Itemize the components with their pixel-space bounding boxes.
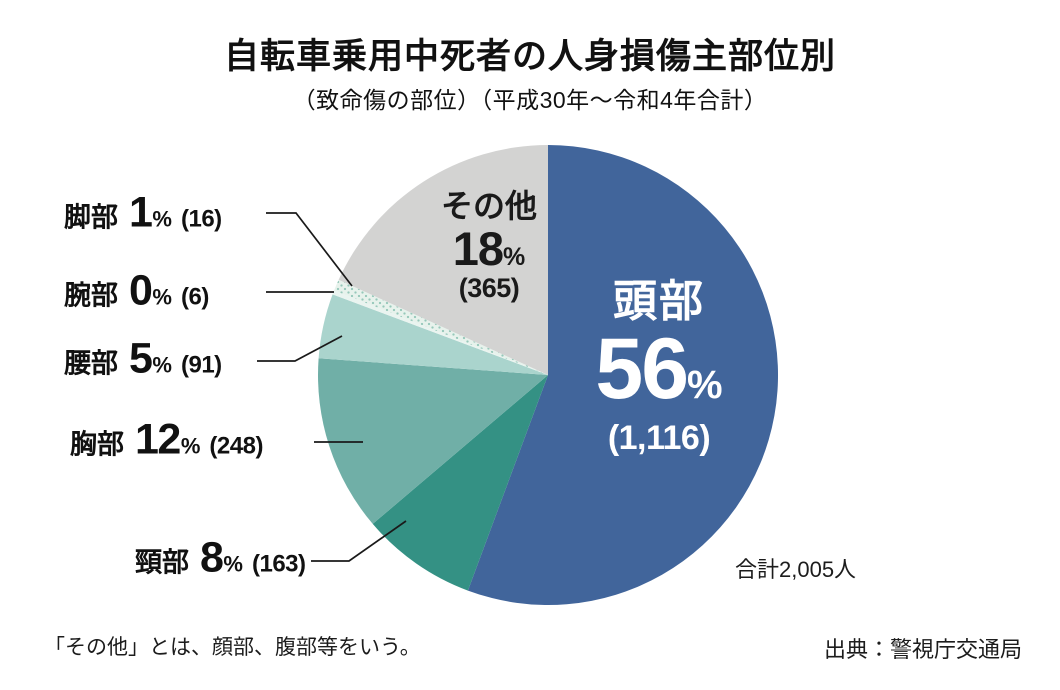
pie-label-head-count: (1,116) [607,419,711,458]
percent-sign: % [223,551,243,577]
leader-line-waist [257,335,343,362]
callout-arms-count: (6) [180,283,209,311]
percent-sign: % [152,284,172,310]
percent-sign: % [152,206,172,232]
callout-legs-percent: 1 [129,188,153,237]
total-label: 合計2,005人 [735,557,857,582]
pie-slice-1 [372,375,548,591]
pie-slice-4 [332,290,548,375]
pie-label-other-name: その他 [440,188,538,224]
callout-waist-count: (91) [180,351,222,379]
callout-chest: 胸部 12 % (248) [70,415,263,464]
callout-neck-percent: 8 [200,533,224,582]
percent-sign: % [180,433,201,459]
pie-slice-6 [338,145,548,375]
pie-label-other-count: (365) [458,272,520,303]
pie-slice-5 [334,279,548,375]
callout-chest-label: 胸部 [70,429,124,460]
pie-label-head-percent: 56% [595,321,723,418]
pie-label-other: その他 18% (365) [440,188,538,303]
callout-legs: 脚部 1 % (16) [64,188,222,237]
callout-chest-count: (248) [209,432,263,460]
pie-label-head-name: 頭部 [613,277,705,326]
callout-waist-label: 腰部 [64,348,118,379]
source-credit: 出典：警視庁交通局 [823,637,1022,662]
callout-waist: 腰部 5 % (91) [64,334,222,383]
percent-sign: % [687,363,723,408]
callout-neck-label: 頸部 [135,547,189,578]
footnote: 「その他」とは、顔部、腹部等をいう。 [44,636,421,659]
percent-sign: % [503,243,526,272]
callout-arms-label: 腕部 [64,280,118,311]
callout-arms: 腕部 0 % (6) [64,266,209,315]
percent-sign: % [152,352,172,378]
leader-lines [257,212,407,562]
callout-neck-count: (163) [251,550,306,578]
pie-label-head: 頭部 56% (1,116) [595,277,723,458]
pie-slices [318,145,779,605]
pie-slice-3 [318,294,548,375]
chart-subtitle: （致命傷の部位）（平成30年〜令和4年合計） [292,87,768,113]
pie-label-other-percent: 18% [452,222,526,276]
leader-line-neck [311,520,407,562]
callout-arms-percent: 0 [129,266,153,315]
callout-chest-percent: 12 [135,415,181,464]
callout-neck: 頸部 8 % (163) [135,533,306,582]
callout-waist-percent: 5 [129,334,153,383]
callout-legs-label: 脚部 [64,202,118,233]
chart-title: 自転車乗用中死者の人身損傷主部位別 [223,37,836,76]
pie-slice-0 [467,145,779,605]
callout-legs-count: (16) [180,205,222,233]
leader-line-legs [266,212,353,287]
pie-slice-2 [318,358,548,524]
